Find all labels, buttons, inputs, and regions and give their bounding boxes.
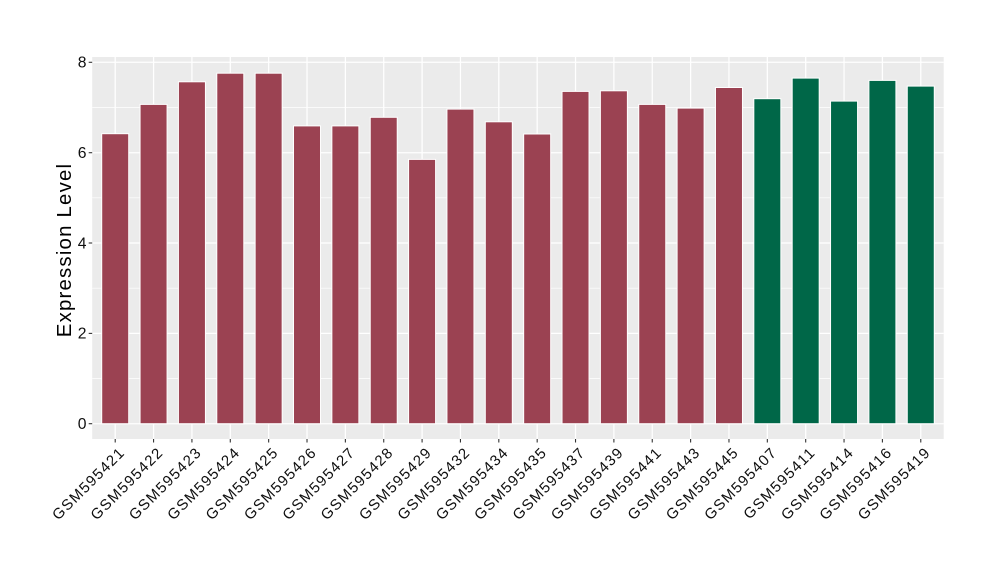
svg-text:Expression Level: Expression Level (54, 163, 76, 337)
svg-text:2: 2 (78, 326, 87, 343)
svg-text:0: 0 (78, 416, 87, 433)
svg-text:6: 6 (78, 145, 87, 162)
svg-text:8: 8 (78, 55, 87, 72)
svg-text:4: 4 (78, 235, 87, 252)
